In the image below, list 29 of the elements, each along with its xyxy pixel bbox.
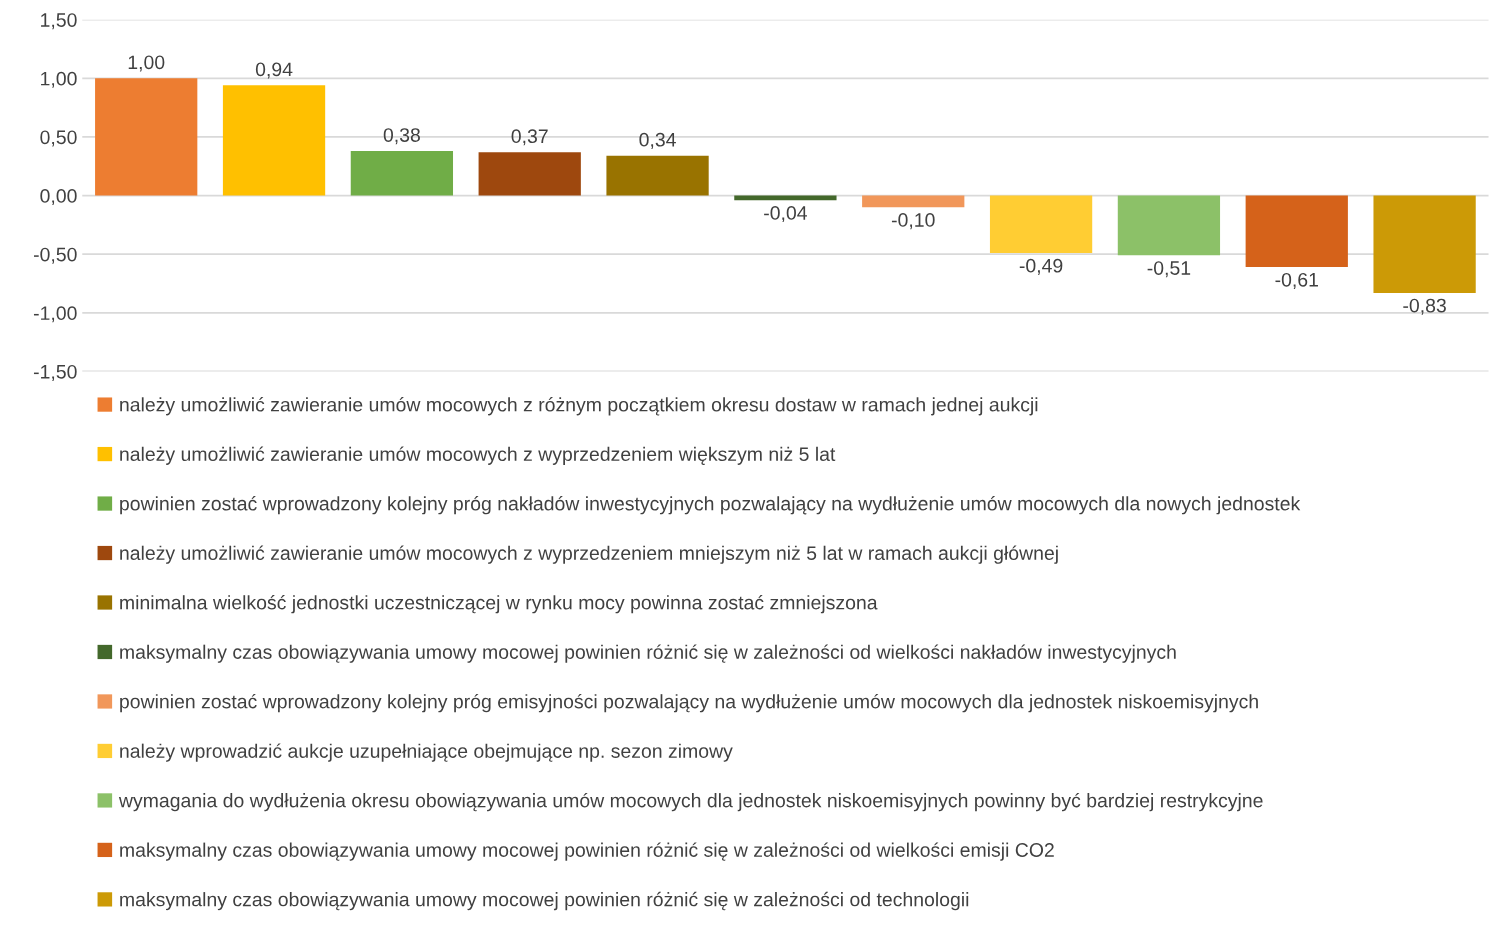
y-tick-label: 0,00 xyxy=(40,189,77,206)
legend-label: powinien zostać wprowadzony kolejny próg nakładów inwestycyjnych pozwalający na wydłużenie umów mocowych dla nowych jednostek xyxy=(120,496,1301,515)
legend-label: należy umożliwić zawieranie umów mocowych z różnym początkiem okresu dostaw w ramach jednej aukcji xyxy=(120,397,1038,416)
data-label: -0,61 xyxy=(1275,272,1318,289)
legend-label: powinien zostać wprowadzony kolejny próg emisyjności pozwalający na wydłużenie umów mocowych dla jednostek niskoemisyjnych xyxy=(120,693,1258,713)
y-tick-label: -1,50 xyxy=(33,364,77,381)
legend-label: wymagania do wydłużenia okresu obowiązywania umów mocowych dla jednostek niskoemisyjnych powinny być bardziej restrykcyjne xyxy=(118,792,1263,812)
data-label: -0,10 xyxy=(891,213,935,230)
y-tick-label: -0,50 xyxy=(33,247,77,264)
legend-label: maksymalny czas obowiązywania umowy mocowej powinien różnić się w zależności od technologii xyxy=(120,891,969,911)
y-tick-label: 1,50 xyxy=(41,13,77,30)
y-tick-label: 0,50 xyxy=(40,130,77,147)
legend-label: maksymalny czas obowiązywania umowy mocowej powinien różnić się w zależności od wielkości emisji CO2 xyxy=(120,842,1054,861)
data-label: -0,83 xyxy=(1403,298,1446,315)
y-tick-label: 1,00 xyxy=(41,71,77,88)
y-tick-label: -1,00 xyxy=(33,306,77,323)
data-label: 0,34 xyxy=(639,132,676,149)
data-label: 0,37 xyxy=(511,129,548,146)
data-label: 1,00 xyxy=(128,55,165,72)
legend-label: należy wprowadzić aukcje uzupełniające obejmujące np. sezon zimowy xyxy=(120,743,733,762)
legend-label: należy umożliwić zawieranie umów mocowych z wyprzedzeniem mniejszym niż 5 lat w ramach aukcji głównej xyxy=(120,545,1058,564)
legend-label: należy umożliwić zawieranie umów mocowych z wyprzedzeniem większym niż 5 lat xyxy=(120,446,836,465)
legend-label: maksymalny czas obowiązywania umowy mocowej powinien różnić się w zależności od wielkości nakładów inwestycyjnych xyxy=(120,644,1176,663)
data-label: -0,04 xyxy=(764,206,807,223)
data-label: -0,51 xyxy=(1147,261,1191,278)
legend-label: minimalna wielkość jednostki uczestniczącej w rynku mocy powinna zostać zmniejszona xyxy=(120,594,878,614)
data-label: 0,38 xyxy=(383,128,420,145)
data-label: -0,49 xyxy=(1019,258,1063,275)
data-label: 0,94 xyxy=(255,62,293,79)
